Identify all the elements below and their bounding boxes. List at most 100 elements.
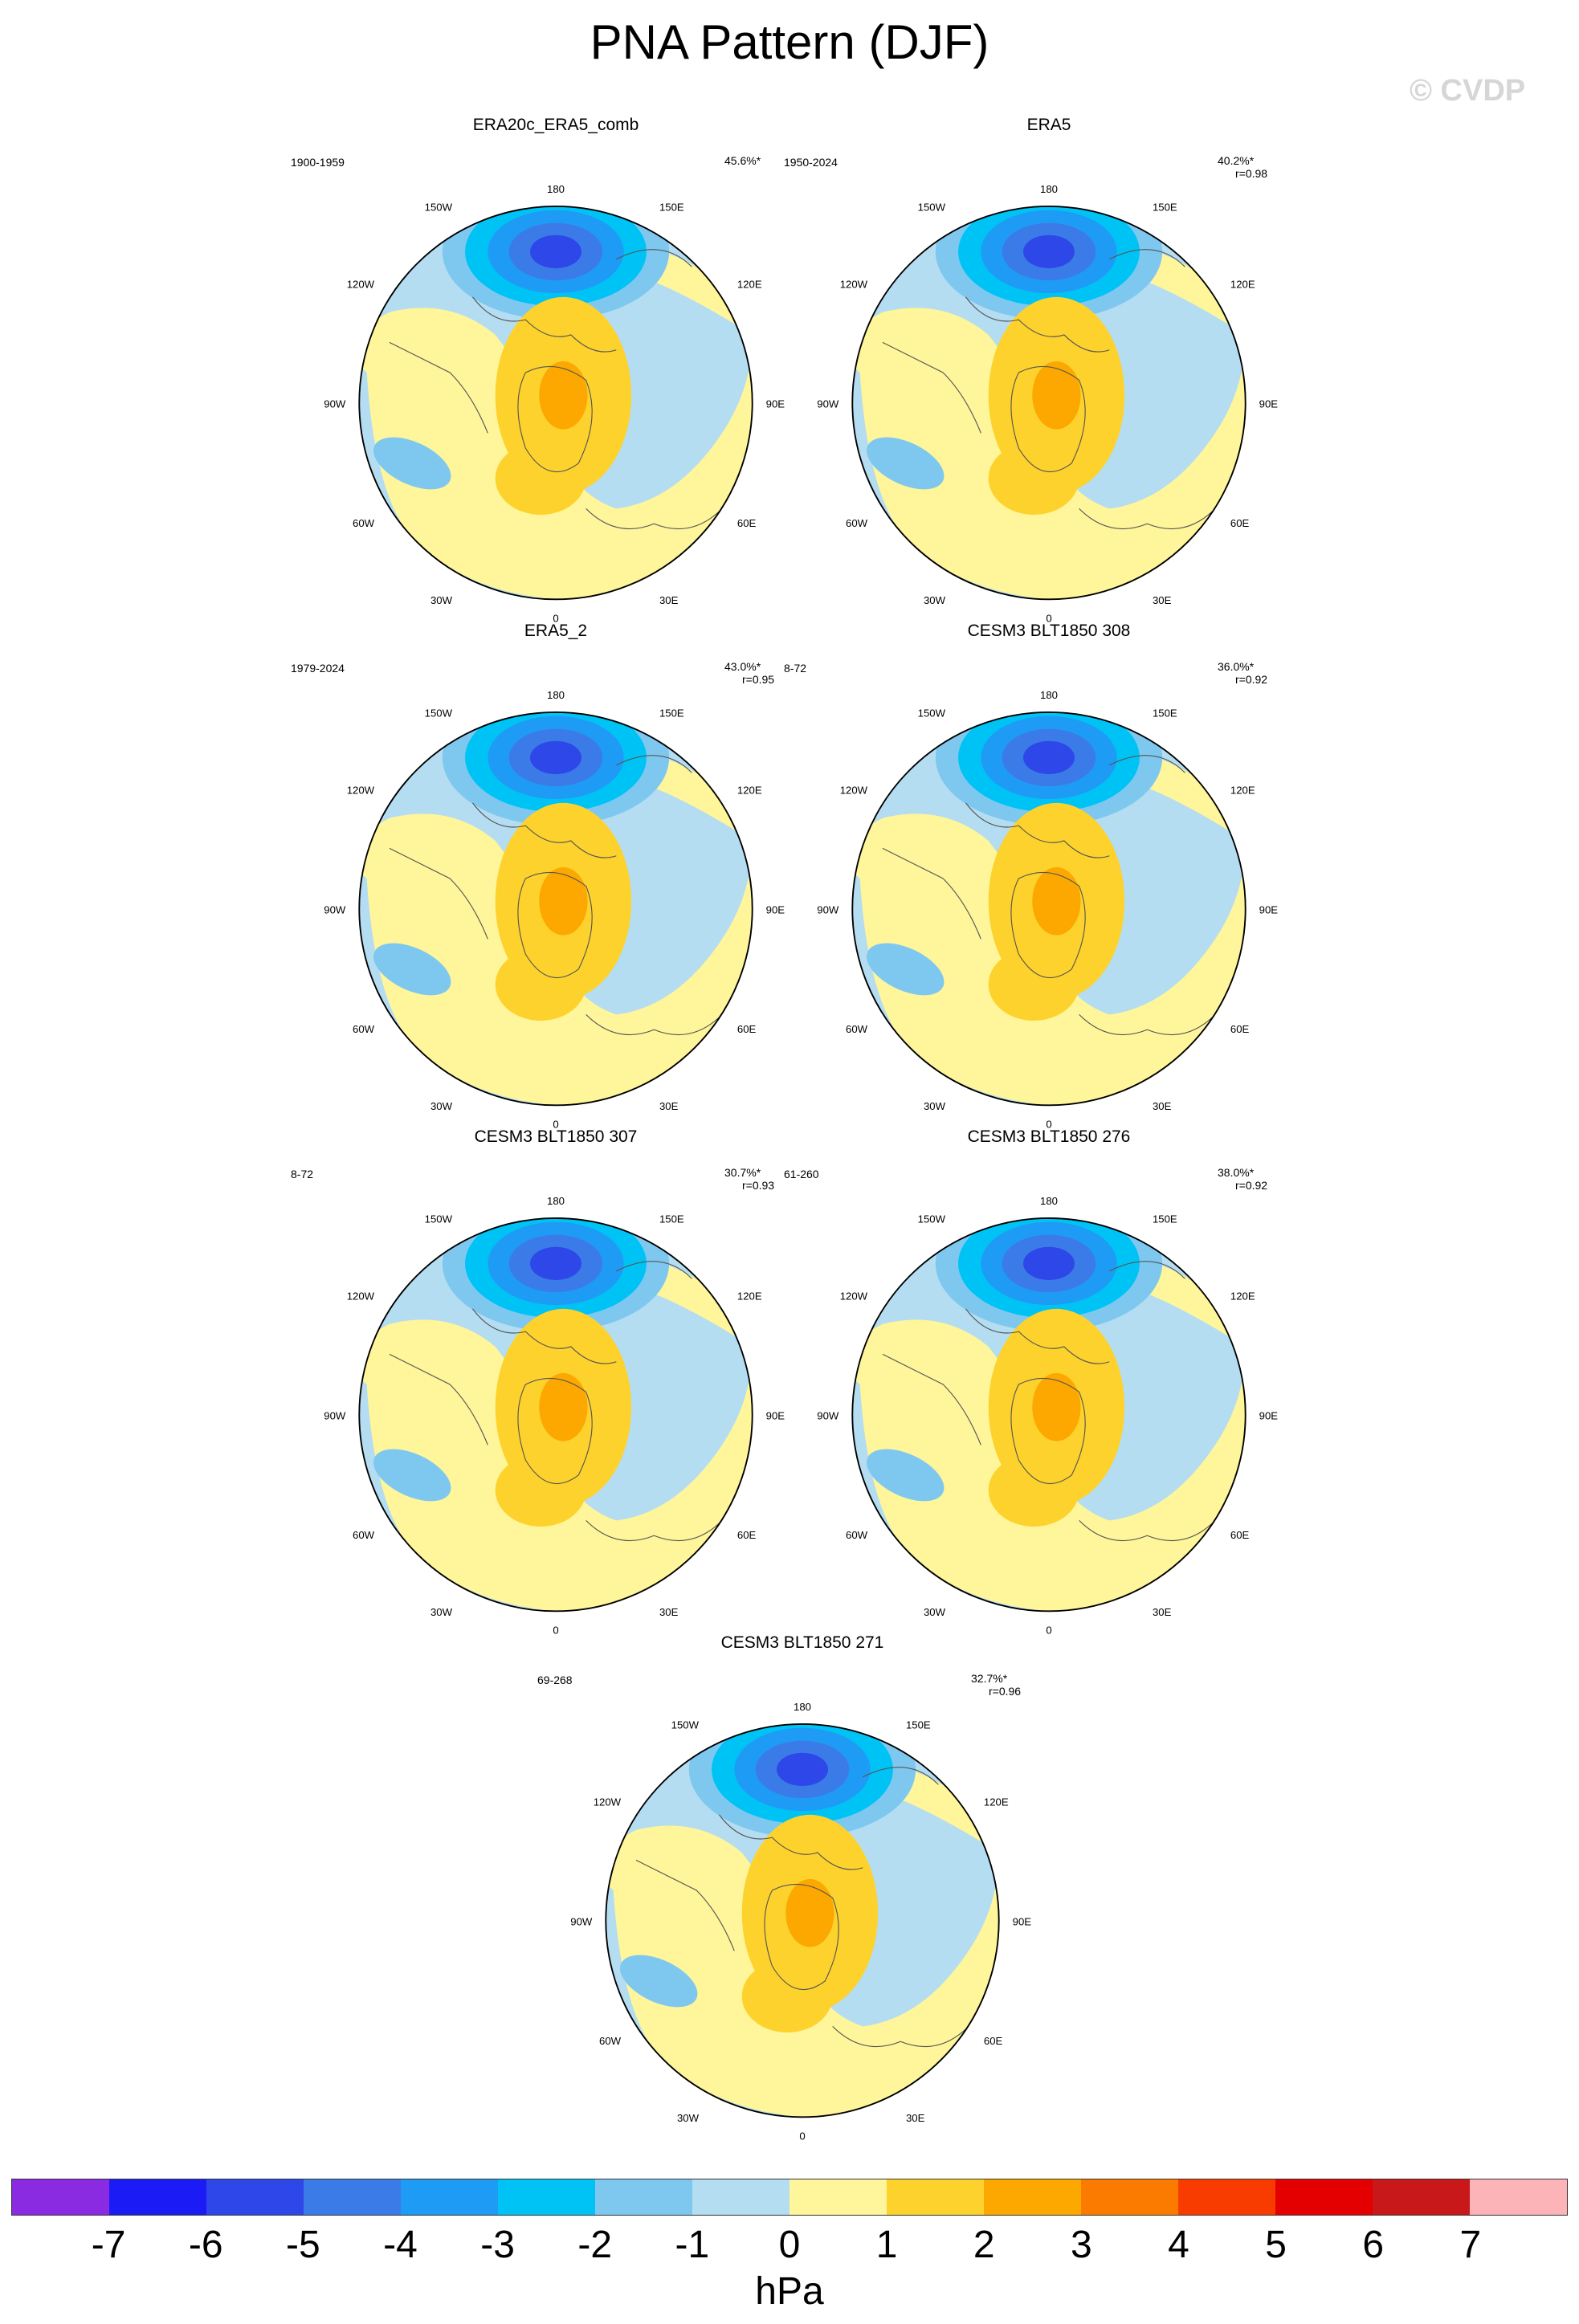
longitude-label: 120W [840,1290,868,1303]
longitude-label: 90W [817,1409,839,1421]
longitude-label: 30W [430,1606,453,1618]
longitude-label: 150W [425,707,453,720]
contour-fill [1032,866,1081,936]
watermark: © CVDP [1410,74,1526,108]
colorbar-tick-label: 0 [778,2224,801,2266]
contour-fill [866,943,945,996]
longitude-label: 90W [570,1915,593,1927]
longitude-label: 60E [737,1529,757,1541]
contour-fill [1023,1246,1075,1281]
coastline [635,1767,969,2048]
longitude-label: 0 [1046,613,1051,625]
colorbar-tick-label: 6 [1362,2224,1385,2266]
contour-fill [785,1878,834,1947]
polar-map: 180 0 150W 150E 120W 120E 90W 90E 60W 60E 30W 30E [324,1195,785,1637]
panel-variance: 43.0%* [724,660,761,673]
colorbar-units: hPa [755,2270,824,2313]
panel-period: 8-72 [291,1168,314,1180]
longitude-label: 150W [425,1213,453,1225]
contour-fill [530,740,581,775]
colorbar-swatch [1178,2179,1275,2215]
longitude-label: 180 [547,1195,565,1207]
longitude-label: 60W [353,1529,375,1541]
colorbar-tick-label: 7 [1459,2224,1482,2266]
longitude-label: 60E [984,2035,1003,2047]
longitude-label: 30W [677,2112,700,2124]
longitude-label: 120W [840,785,868,797]
longitude-label: 150E [659,707,684,720]
longitude-label: 0 [1046,1625,1051,1637]
coastline [882,755,1216,1036]
contour-fill [539,866,588,936]
colorbar-tick-label: 4 [1168,2224,1189,2266]
longitude-label: 90E [766,398,785,410]
longitude-label: 120E [1230,279,1255,291]
coastline [389,755,723,1036]
longitude-label: 30W [924,1100,946,1112]
panel-title: CESM3 BLT1850 307 [474,1127,638,1146]
longitude-label: 150W [918,202,946,214]
longitude-label: 90E [766,1409,785,1421]
panel-correlation: r=0.92 [1235,673,1268,686]
longitude-label: 0 [553,1119,558,1131]
map-border [358,206,753,601]
colorbar-tick-label: -7 [91,2224,126,2266]
polar-map: 180 0 150W 150E 120W 120E 90W 90E 60W 60E 30W 30E [817,689,1278,1131]
panel-variance: 36.0%* [1218,660,1255,673]
longitude-label: 90E [1013,1915,1032,1927]
contour-fill [619,1955,698,2008]
contour-fill [1023,740,1075,775]
longitude-label: 120E [1230,1290,1255,1303]
panel-variance: 32.7%* [971,1672,1008,1685]
longitude-label: 90E [1259,1409,1279,1421]
panel-variance: 45.6%* [724,154,761,167]
longitude-label: 90E [1259,398,1279,410]
panel-title: ERA5 [1026,116,1071,134]
colorbar-tick-label: 5 [1265,2224,1287,2266]
panel-title: CESM3 BLT1850 276 [967,1127,1131,1146]
contour-fill [530,1246,581,1281]
longitude-label: 90W [817,903,839,915]
longitude-label: 60W [353,1023,375,1035]
colorbar-swatch [1470,2179,1567,2215]
contour-fill [866,1449,945,1502]
longitude-label: 120E [737,785,762,797]
longitude-label: 150E [659,202,684,214]
panel-correlation: r=0.95 [742,673,775,686]
contour-fill [495,1454,586,1527]
colorbar-swatch [206,2179,304,2215]
longitude-label: 90W [324,903,346,915]
map-border [358,1217,753,1613]
coastline [882,249,1216,530]
colorbar-tick-label: 2 [973,2224,995,2266]
longitude-label: 90W [817,398,839,410]
colorbar-swatch [12,2179,109,2215]
map-panel: ERA20c_ERA5_comb 1900-1959 45.6%* 180 0 15… [283,116,829,630]
longitude-label: 120E [984,1796,1009,1808]
colorbar-tick-label: 1 [875,2224,898,2266]
longitude-label: 60E [1230,517,1250,529]
contour-fill [495,948,586,1021]
panel-variance: 40.2%* [1218,154,1255,167]
map-panel: CESM3 BLT1850 271 69-268 32.7%* r=0.96 1… [529,1633,1075,2147]
colorbar-swatch [692,2179,790,2215]
contour-fill [988,1454,1079,1527]
longitude-label: 150W [425,202,453,214]
longitude-label: 30E [906,2112,925,2124]
longitude-label: 120W [347,279,375,291]
longitude-label: 120E [737,1290,762,1303]
longitude-label: 150W [671,1719,700,1731]
longitude-label: 180 [547,689,565,701]
panel-period: 69-268 [537,1674,573,1686]
contour-fill [495,442,586,515]
contour-fill [373,1449,451,1502]
colorbar-tick-label: -4 [383,2224,418,2266]
panel-variance: 38.0%* [1218,1166,1255,1179]
longitude-label: 30E [1153,594,1172,606]
colorbar-swatch [595,2179,692,2215]
colorbar-swatch [304,2179,401,2215]
colorbar-tick-label: 3 [1071,2224,1092,2266]
coastline [389,249,723,530]
contour-fill [1032,1372,1081,1441]
longitude-label: 30E [1153,1100,1172,1112]
